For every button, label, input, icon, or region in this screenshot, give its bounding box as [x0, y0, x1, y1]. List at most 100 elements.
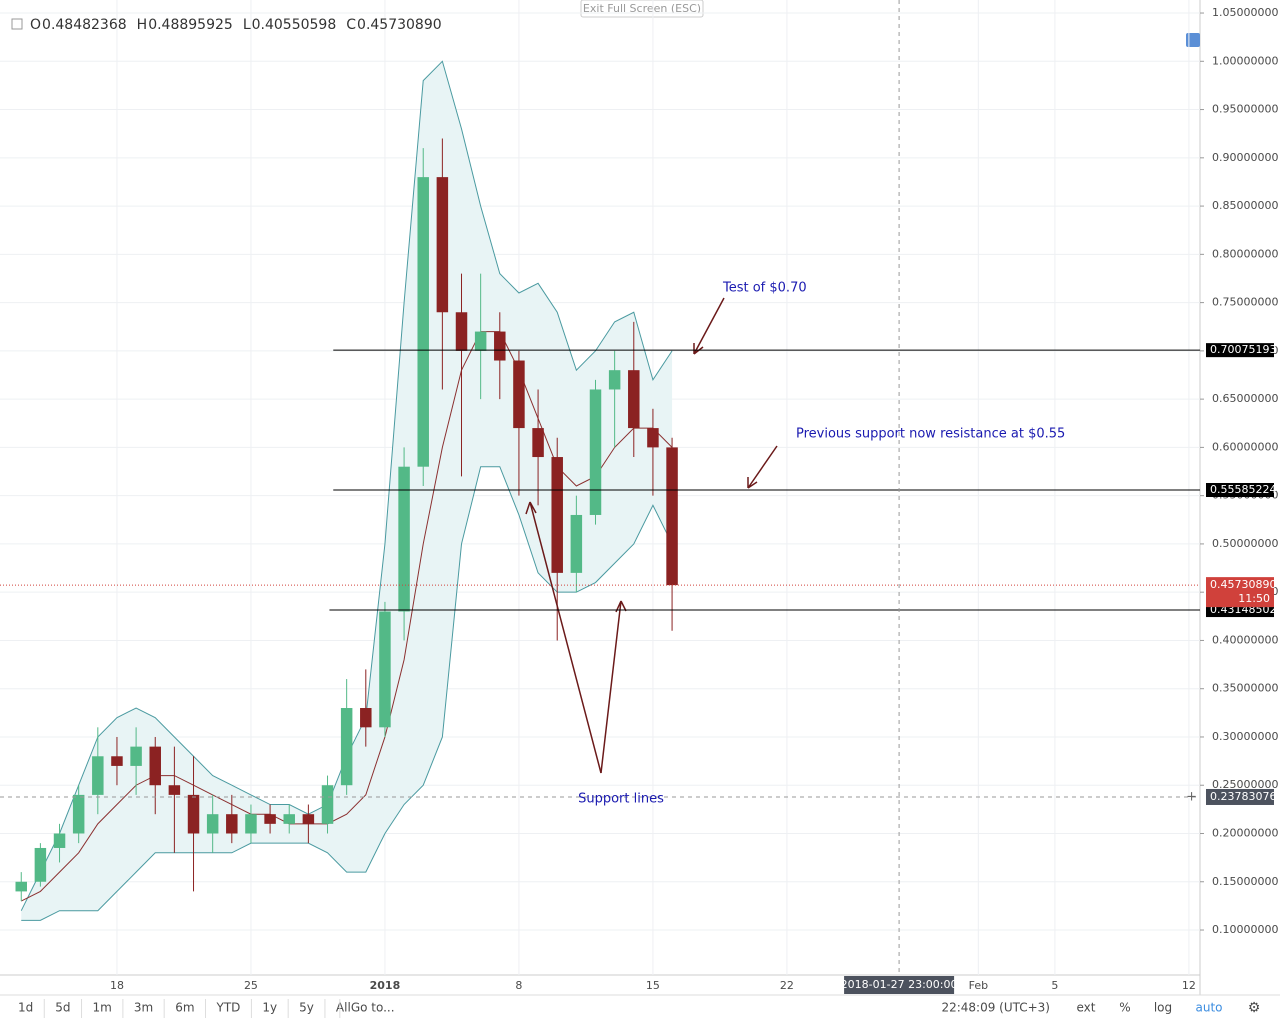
- last-price-label: 0.45730890: [1210, 578, 1276, 591]
- y-tick-label: 0.35000000: [1212, 682, 1278, 695]
- candle-body: [608, 370, 621, 390]
- ohlc-value: 0.48895925: [148, 17, 233, 33]
- candle-body: [666, 447, 678, 586]
- candle-body: [321, 785, 334, 824]
- candle-body: [513, 360, 525, 429]
- band-fill: [21, 61, 673, 921]
- candle-body: [264, 814, 276, 824]
- plot: [0, 0, 1200, 975]
- candle-body: [455, 312, 468, 351]
- level-label-bg: [1206, 483, 1274, 498]
- candle-body: [551, 457, 563, 573]
- level-label: 0.55585224: [1210, 483, 1276, 496]
- candle-body: [149, 746, 161, 786]
- candle-body: [340, 708, 353, 786]
- y-tick-label: 0.95000000: [1212, 103, 1278, 116]
- exit-label[interactable]: Exit Full Screen (ESC): [583, 2, 701, 15]
- candle-body: [360, 708, 372, 728]
- candle-body: [647, 428, 659, 448]
- y-tick-label: 0.80000000: [1212, 247, 1278, 260]
- candle-body: [226, 814, 238, 834]
- y-tick-label: 0.30000000: [1212, 730, 1278, 743]
- range-button[interactable]: 5d: [55, 1001, 70, 1015]
- y-tick-label: 0.75000000: [1212, 296, 1278, 309]
- range-button[interactable]: 1m: [93, 1001, 112, 1015]
- range-button[interactable]: 5y: [299, 1001, 314, 1015]
- annotation: Support lines: [578, 792, 664, 807]
- candle-body: [570, 514, 583, 573]
- ohlc-key: H: [137, 17, 148, 33]
- y-tick-label: 0.60000000: [1212, 440, 1278, 453]
- y-tick-label: 0.25000000: [1212, 778, 1278, 791]
- candle-body: [474, 331, 487, 351]
- ohlc-value: 0.48482368: [42, 17, 127, 33]
- range-button[interactable]: 3m: [134, 1001, 153, 1015]
- band-basis: [21, 331, 673, 902]
- range-button[interactable]: All: [336, 1001, 351, 1015]
- arrows: [525, 297, 778, 774]
- crosshair-x-label: 2018-01-27 23:00:00: [841, 978, 958, 991]
- candle-body: [168, 785, 181, 795]
- range-button[interactable]: 6m: [175, 1001, 194, 1015]
- ohlc-key: O: [30, 17, 41, 33]
- option-button[interactable]: %: [1119, 1001, 1130, 1015]
- candle-body: [589, 389, 602, 515]
- candle-body: [34, 847, 47, 882]
- range-button[interactable]: YTD: [216, 1001, 241, 1015]
- x-tick-label: 12: [1182, 979, 1196, 992]
- y-tick-label: 0.10000000: [1212, 923, 1278, 936]
- x-tick-label: 8: [515, 979, 522, 992]
- candle-body: [494, 331, 506, 361]
- level-label-bg: [1206, 343, 1274, 358]
- option-button[interactable]: auto: [1195, 1001, 1222, 1015]
- candle-body: [436, 177, 449, 313]
- candle-body: [302, 814, 315, 824]
- y-tick-label: 0.15000000: [1212, 875, 1278, 888]
- candle-body: [245, 814, 257, 834]
- candle-body: [398, 466, 410, 612]
- crosshair-y-label: 0.23783076: [1210, 790, 1276, 803]
- range-button[interactable]: 1y: [262, 1001, 277, 1015]
- ohlc-key: L: [243, 17, 251, 33]
- clock: 22:48:09 (UTC+3): [941, 1001, 1050, 1015]
- y-tick-label: 0.85000000: [1212, 199, 1278, 212]
- band-lower: [21, 466, 673, 921]
- option-button[interactable]: ext: [1077, 1001, 1096, 1015]
- settings-button[interactable]: ⚙: [1248, 1000, 1261, 1016]
- y-tick-label: 1.00000000: [1212, 54, 1278, 67]
- x-tick-label: 5: [1051, 979, 1058, 992]
- symbol-icon: [11, 18, 23, 30]
- annotation: Previous support now resistance at $0.55: [796, 427, 1065, 442]
- last-price-bg: [1206, 577, 1274, 608]
- x-tick-label: 25: [244, 979, 258, 992]
- candle-body: [283, 814, 295, 824]
- y-tick-label: 0.65000000: [1212, 392, 1278, 405]
- level-label: 0.70075193: [1210, 343, 1276, 356]
- add-button[interactable]: +: [1186, 789, 1197, 804]
- x-tick-label: Feb: [969, 979, 988, 992]
- candle-body: [72, 794, 85, 834]
- scale-button[interactable]: [1186, 33, 1200, 47]
- range-button[interactable]: 1d: [18, 1001, 33, 1015]
- option-button[interactable]: log: [1154, 1001, 1172, 1015]
- candle-body: [417, 177, 429, 467]
- crosshair-y-bg: [1206, 788, 1274, 805]
- candle-body: [130, 746, 142, 766]
- candle-body: [187, 794, 200, 834]
- annotation: Test of $0.70: [722, 281, 807, 296]
- countdown: 11:50: [1238, 592, 1270, 605]
- y-tick-label: 0.90000000: [1212, 151, 1278, 164]
- range-button[interactable]: Go to...: [351, 1001, 395, 1015]
- crosshair-x-bg: [844, 976, 955, 994]
- candle-body: [379, 611, 391, 728]
- candle-body: [15, 881, 27, 892]
- y-tick-label: 1.05000000: [1212, 6, 1278, 19]
- x-tick-label: 22: [780, 979, 794, 992]
- ohlc-key: C: [346, 17, 356, 33]
- x-tick-label: 2018: [370, 979, 401, 992]
- x-tick-label: 15: [646, 979, 660, 992]
- y-tick-label: 0.50000000: [1212, 537, 1278, 550]
- candle-body: [53, 833, 66, 848]
- candle-body: [628, 370, 640, 429]
- candle-body: [532, 428, 544, 458]
